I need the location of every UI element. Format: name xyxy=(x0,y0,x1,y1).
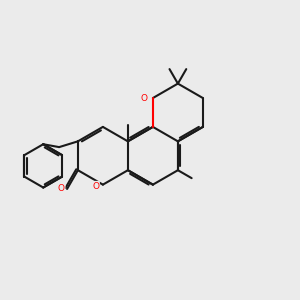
Text: O: O xyxy=(92,182,99,190)
Text: O: O xyxy=(58,184,65,194)
Text: O: O xyxy=(141,94,148,103)
